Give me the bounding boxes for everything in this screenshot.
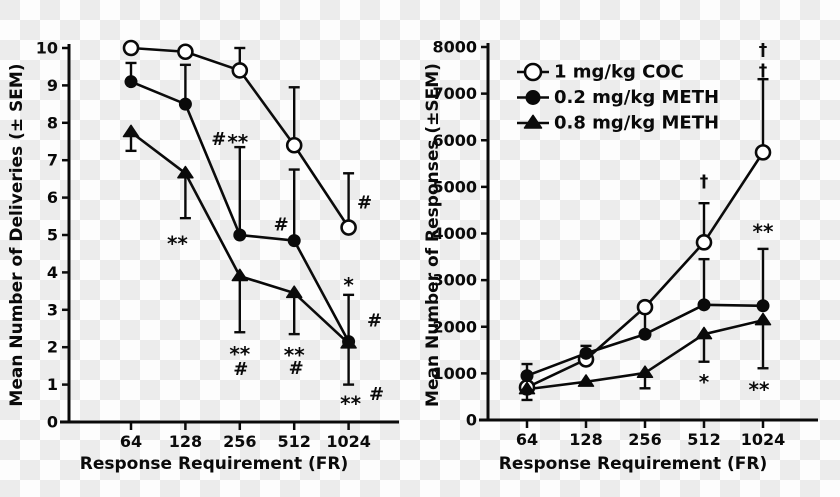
legend: 1 mg/kg COC 0.2 mg/kg METH 0.8 mg/kg METH: [517, 62, 719, 134]
significance-annotation: **: [753, 220, 774, 244]
filled-triangle-datapoint: [754, 312, 772, 326]
x-tick-label: 64: [516, 430, 538, 449]
filled-triangle-datapoint: [177, 165, 194, 179]
filled-circle-datapoint: [638, 327, 652, 341]
significance-annotation: #: [211, 129, 226, 150]
significance-annotation: **: [229, 342, 250, 366]
y-tick-label: 2000: [432, 317, 477, 336]
y-tick-label: 10: [36, 39, 58, 58]
significance-annotation: *: [699, 370, 710, 394]
legend-item-label: 1 mg/kg COC: [554, 62, 684, 83]
significance-annotation: #: [289, 358, 304, 379]
x-tick-label: 128: [569, 430, 602, 449]
significance-annotation: †: [759, 61, 768, 81]
y-tick-label: 7000: [432, 84, 477, 103]
panel-responses: 0 1000 2000 3000 4000 5000 6000 7000 8000 64 128 25…: [423, 38, 818, 474]
significance-annotation: **: [284, 343, 305, 367]
significance-annotation: #: [233, 359, 248, 380]
x-tick-label: 512: [277, 432, 310, 451]
y-tick-label: 0: [466, 411, 477, 430]
significance-annotation: **: [749, 378, 770, 402]
filled-circle-datapoint: [124, 75, 138, 89]
y-tick-label: 6000: [432, 131, 477, 150]
filled-triangle-datapoint: [231, 268, 249, 282]
significance-annotation: *: [343, 273, 354, 297]
filled-circle-legend-icon: [525, 90, 541, 105]
significance-annotation: #: [369, 384, 384, 405]
y-tick-label: 3: [47, 300, 58, 319]
filled-circle-datapoint: [233, 228, 247, 242]
y-tick-label: 7: [47, 151, 58, 170]
y-axis-label: Mean Number of Responses (±SEM): [423, 63, 443, 407]
open-circle-datapoint: [754, 144, 772, 161]
x-tick-label: 1024: [741, 430, 786, 449]
filled-triangle-datapoint: [122, 124, 140, 138]
filled-triangle-datapoint: [636, 365, 654, 379]
filled-triangle-datapoint: [340, 335, 357, 349]
y-tick-label: 1000: [432, 364, 477, 383]
y-tick-label: 4000: [432, 224, 477, 243]
y-tick-label: 4: [47, 263, 58, 282]
open-circle-datapoint: [695, 234, 713, 251]
filled-triangle-datapoint: [695, 326, 713, 340]
significance-annotation: **: [167, 232, 188, 256]
filled-circle-datapoint: [178, 97, 192, 111]
filled-circle-datapoint: [520, 369, 534, 383]
y-tick-label: 8000: [432, 38, 477, 57]
open-circle-datapoint: [122, 39, 140, 57]
y-tick-label: 2: [47, 338, 58, 357]
y-tick-label: 3000: [432, 271, 477, 290]
x-axis-label: Response Requirement (FR): [80, 454, 349, 474]
significance-annotation: #: [357, 193, 372, 214]
filled-triangle-datapoint: [285, 285, 303, 299]
filled-circle-datapoint: [579, 346, 593, 360]
filled-circle-datapoint: [756, 299, 770, 313]
y-tick-label: 8: [47, 113, 58, 132]
x-tick-label: 256: [628, 430, 661, 449]
x-tick-label: 128: [169, 432, 202, 451]
series-line-0: [526, 151, 765, 389]
significance-annotation: #: [274, 214, 289, 235]
x-tick-label: 64: [120, 432, 142, 451]
x-axis-label: Response Requirement (FR): [499, 454, 768, 474]
y-tick-label: 0: [47, 413, 58, 432]
open-circle-datapoint: [177, 43, 194, 61]
legend-item-label: 0.2 mg/kg METH: [554, 87, 719, 108]
open-circle-datapoint: [636, 298, 654, 316]
filled-circle-datapoint: [697, 298, 711, 312]
y-tick-label: 9: [47, 76, 58, 95]
significance-annotation: #: [367, 311, 382, 332]
significance-annotation: **: [340, 391, 361, 415]
significance-annotation: †: [759, 40, 768, 60]
legend-item-label: 0.8 mg/kg METH: [554, 113, 719, 134]
panel-deliveries: 0 1 2 3 4 5 6 7 8 9 10 64 128 256 512 1024 Response Requ…: [7, 39, 399, 474]
significance-annotation: †: [700, 172, 709, 192]
filled-triangle-datapoint: [577, 374, 595, 387]
filled-triangle-legend-icon: [523, 114, 543, 129]
significance-annotation: **: [227, 130, 248, 154]
y-tick-label: 5000: [432, 177, 477, 196]
filled-circle-datapoint: [287, 234, 301, 248]
open-circle-datapoint: [285, 136, 303, 154]
y-tick-label: 6: [47, 188, 58, 207]
open-circle-datapoint: [231, 62, 249, 79]
y-tick-label: 1: [47, 375, 58, 394]
open-circle-datapoint: [340, 219, 357, 236]
y-tick-label: 5: [47, 226, 58, 245]
x-tick-label: 512: [687, 430, 720, 449]
y-axis-label: Mean Number of Deliveries (± SEM): [7, 63, 27, 406]
x-tick-label: 256: [223, 432, 256, 451]
open-circle-legend-icon: [523, 62, 543, 82]
x-tick-label: 1024: [326, 432, 371, 451]
filled-triangle-datapoint: [518, 381, 536, 395]
